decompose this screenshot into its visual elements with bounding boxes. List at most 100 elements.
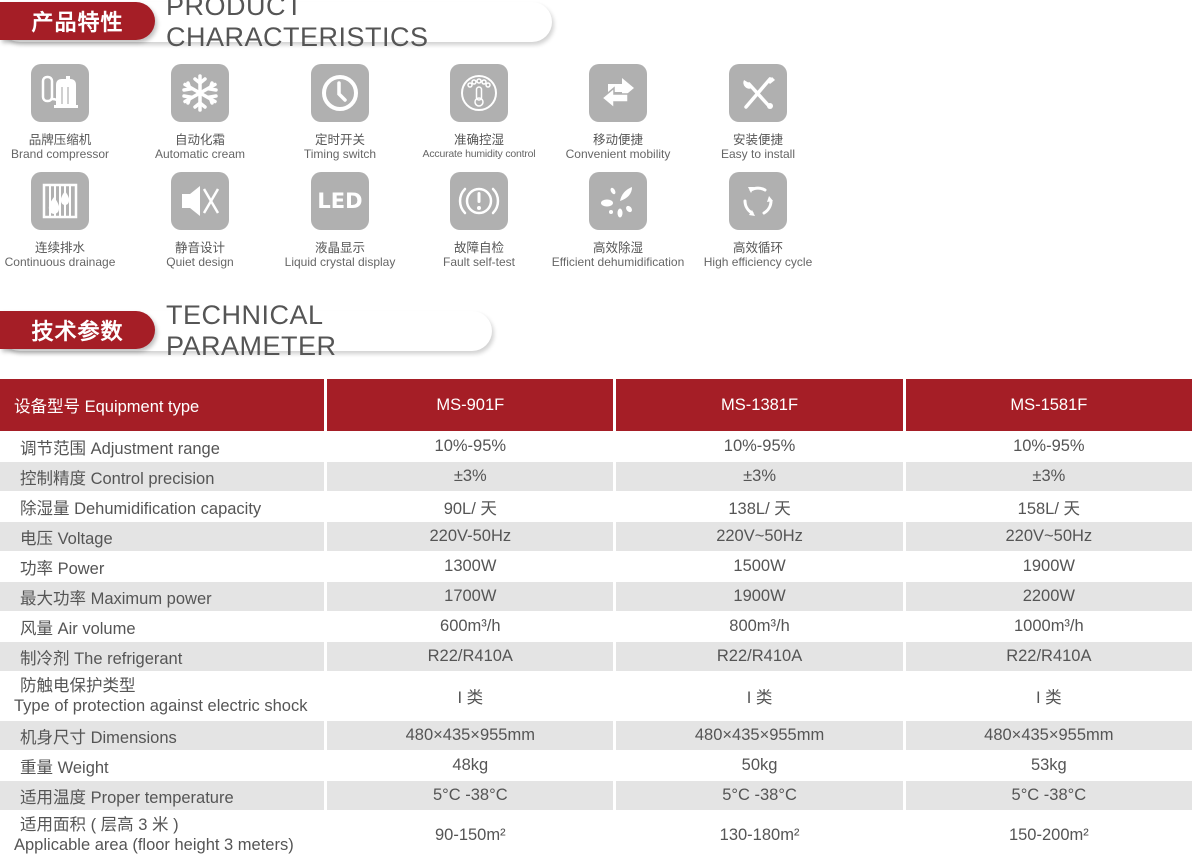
feature-label-en: Continuous drainage (4, 255, 116, 269)
section-title-cn: 技术参数 (0, 311, 155, 349)
clock-icon (311, 64, 369, 122)
row-label: 控制精度 Control precision (0, 462, 325, 491)
table-row: 除湿量 Dehumidification capacity 90L/ 天 138… (0, 492, 1192, 521)
mute-speaker-icon (171, 172, 229, 230)
row-value: ±3% (327, 462, 614, 491)
row-value: 2200W (905, 582, 1192, 611)
snowflake-icon (171, 64, 229, 122)
row-label: 适用温度 Proper temperature (0, 781, 325, 810)
row-value: 10%-95% (1013, 437, 1085, 455)
header-cell: 设备型号 Equipment type (0, 379, 325, 431)
table-row: 最大功率 Maximum power 1700W 1900W 2200W (0, 582, 1192, 611)
row-label-cn: 防触电保护类型 (20, 677, 136, 695)
feature-item: 安装便捷 Easy to install (688, 64, 828, 161)
cycle-arrows-icon (729, 172, 787, 230)
row-value: R22/R410A (616, 642, 903, 671)
table-row: 机身尺寸 Dimensions 480×435×955mm 480×435×95… (0, 721, 1192, 750)
table-row: 功率 Power 1300W 1500W 1900W (0, 552, 1192, 581)
row-value: 1900W (1022, 557, 1075, 575)
table-row: 制冷剂 The refrigerant R22/R410A R22/R410A … (0, 642, 1192, 671)
row-value: 10%-95% (723, 437, 796, 455)
row-value: 5°C -38°C (327, 781, 614, 810)
row-value: 480×435×955mm (616, 721, 903, 750)
row-value: 1500W (733, 557, 786, 575)
feature-label-cn: 高效除湿 (592, 240, 643, 255)
section-header-product-characteristics: 产品特性 PRODUCT CHARACTERISTICS (0, 0, 552, 52)
row-value: 10%-95% (434, 437, 507, 455)
feature-item: 高效除湿 Efficient dehumidification (548, 172, 688, 269)
header-cell-model: MS-901F (327, 379, 614, 431)
row-value: 90-150m² (434, 825, 506, 844)
feature-label-en: Automatic cream (154, 147, 246, 161)
header-cell-model: MS-1581F (905, 379, 1192, 431)
header-cell-model: MS-1381F (616, 379, 903, 431)
led-icon: LED (311, 172, 369, 230)
water-splash-icon (589, 172, 647, 230)
table-row: 适用面积 ( 层高 3 米 ) Applicable area (floor h… (0, 811, 1192, 858)
feature-label-cn: 高效循环 (732, 240, 783, 255)
feature-label-en: High efficiency cycle (703, 255, 813, 269)
row-value: I 类 (1036, 689, 1062, 707)
row-value: 50kg (741, 756, 778, 774)
table-row: 电压 Voltage 220V-50Hz 220V~50Hz 220V~50Hz (0, 522, 1192, 551)
feature-item: 定时开关 Timing switch (270, 64, 410, 161)
feature-item: 品牌压缩机 Brand compressor (0, 64, 130, 161)
table-row: 重量 Weight 48kg 50kg 53kg (0, 751, 1192, 780)
section-title-en: TECHNICAL PARAMETER (166, 300, 337, 361)
row-value: 90L/ 天 (443, 499, 497, 518)
row-value: 48kg (452, 756, 489, 774)
drainage-icon (31, 172, 89, 230)
row-value: 1300W (444, 557, 497, 575)
row-value: 220V~50Hz (905, 522, 1192, 551)
row-value: 1900W (616, 582, 903, 611)
feature-label-en: Easy to install (720, 147, 796, 161)
feature-label-cn: 品牌压缩机 (28, 132, 92, 147)
row-label: 除湿量 Dehumidification capacity (20, 499, 262, 518)
section-title-cn: 产品特性 (0, 2, 155, 40)
feature-label-en: Accurate humidity control (422, 148, 536, 160)
row-value: 130-180m² (719, 825, 800, 844)
feature-label-cn: 静音设计 (174, 240, 225, 255)
row-value: 220V~50Hz (616, 522, 903, 551)
row-value: R22/R410A (905, 642, 1192, 671)
row-value: 5°C -38°C (905, 781, 1192, 810)
fault-warning-icon (450, 172, 508, 230)
row-value: 53kg (1030, 756, 1067, 774)
feature-label-cn: 连续排水 (34, 240, 85, 255)
feature-label-cn: 液晶显示 (314, 240, 365, 255)
row-value: 480×435×955mm (327, 721, 614, 750)
feature-label-en: Quiet design (166, 255, 234, 269)
feature-item: 静音设计 Quiet design (130, 172, 270, 269)
feature-item: 自动化霜 Automatic cream (130, 64, 270, 161)
feature-item: 移动便捷 Convenient mobility (548, 64, 688, 161)
row-value: 480×435×955mm (905, 721, 1192, 750)
feature-label-cn: 故障自检 (453, 240, 504, 255)
row-label: 制冷剂 The refrigerant (0, 642, 325, 671)
spec-table: 设备型号 Equipment type MS-901F MS-1381F MS-… (0, 378, 1195, 858)
feature-label-en: Fault self-test (442, 255, 516, 269)
row-label: 防触电保护类型 Type of protection against elect… (0, 672, 324, 720)
row-label-en: Type of protection against electric shoc… (14, 697, 308, 715)
feature-label-cn: 定时开关 (314, 132, 365, 147)
row-value: ±3% (616, 462, 903, 491)
feature-item: 准确控湿 Accurate humidity control (409, 64, 549, 161)
row-value: I 类 (457, 689, 484, 707)
feature-label-cn: 自动化霜 (174, 132, 225, 147)
row-label: 适用面积 ( 层高 3 米 ) Applicable area (floor h… (0, 811, 324, 858)
led-glyph: LED (317, 189, 363, 213)
table-row: 调节范围 Adjustment range 10%-95% 10%-95% 10… (0, 432, 1192, 461)
feature-item: LED 液晶显示 Liquid crystal display (270, 172, 410, 269)
row-value: 220V-50Hz (327, 522, 614, 551)
feature-label-cn: 移动便捷 (592, 132, 643, 147)
row-label-cn: 适用面积 ( 层高 3 米 ) (20, 816, 179, 834)
row-value: ±3% (905, 462, 1192, 491)
row-value: 1700W (327, 582, 614, 611)
row-value: 158L/ 天 (1017, 499, 1081, 518)
row-value: R22/R410A (327, 642, 614, 671)
section-header-technical-parameter: 技术参数 TECHNICAL PARAMETER (0, 300, 492, 361)
table-row: 防触电保护类型 Type of protection against elect… (0, 672, 1192, 720)
row-value: 150-200m² (1008, 825, 1089, 844)
row-value: 800m³/h (729, 617, 790, 635)
feature-item: 故障自检 Fault self-test (409, 172, 549, 269)
humidity-gauge-icon (450, 64, 508, 122)
